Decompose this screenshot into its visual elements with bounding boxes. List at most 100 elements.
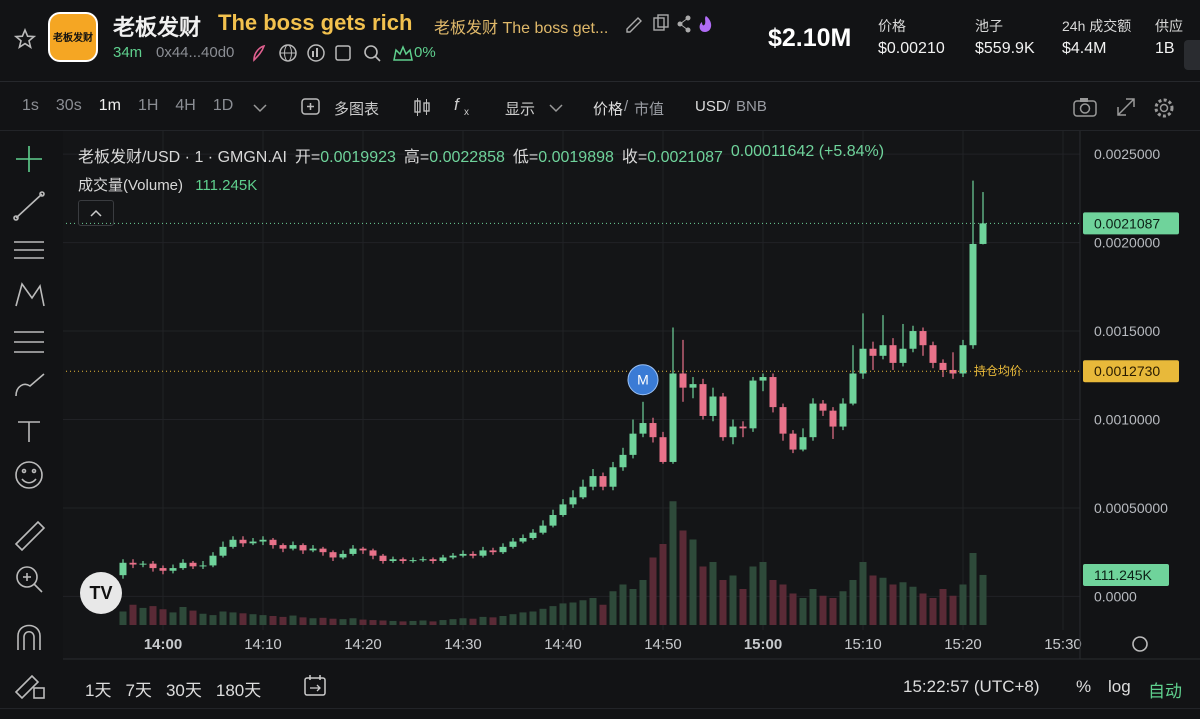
volume-bar [519,612,527,625]
mcap-toggle[interactable]: 市值 [634,101,665,118]
usd-toggle[interactable]: USD [695,98,727,115]
candle-body [589,476,597,487]
candle-body [609,467,617,487]
candle-body [649,423,657,438]
candle-body [159,568,167,571]
candle-body [969,243,977,346]
volume-bar [239,613,247,625]
candle-body [379,555,387,562]
volume-bar [209,615,217,625]
token-address[interactable]: 0x44...40d0 [156,44,235,61]
interval-option[interactable]: 1s [22,97,39,114]
interval-option[interactable]: 1m [98,97,121,114]
range-option[interactable]: 1天 [85,681,112,700]
range-option[interactable]: 30天 [165,681,202,700]
candle-body [769,377,777,408]
stat-value: $559.9K [975,40,1035,57]
trade-marker [627,364,659,396]
axis-settings [1132,636,1148,652]
volume-bar [979,574,987,625]
volume-bar [299,617,307,625]
chart-title: 老板发财/USD · 1 · GMGN.AI [78,149,287,166]
candle-body [309,548,317,551]
volume-bar [129,604,137,625]
candle-body [119,562,127,576]
divider [0,130,1200,131]
token-links[interactable] [248,42,418,64]
x-tick-label: 15:30 [1044,636,1082,653]
volume-bar [269,616,277,625]
bnb-toggle[interactable]: BNB [736,98,767,115]
svg-text:f: f [454,95,461,114]
add-icon[interactable] [300,97,322,117]
candle-body [629,433,637,455]
display-menu[interactable]: 显示 [505,101,536,118]
candle-body [959,345,967,374]
chart-actions[interactable] [1072,95,1182,121]
range-option[interactable]: 7天 [125,681,152,700]
collapse-legend[interactable] [78,200,114,226]
volume-bar [959,584,967,625]
stat-label: 24h 成交额 [1062,18,1132,34]
candle-body [329,552,337,558]
logo-text: 老板发财 [53,33,93,44]
candle-type-icon[interactable] [410,96,434,118]
y-tick-label: 0.0020000 [1094,235,1160,251]
x-tick-label: 14:20 [344,636,382,653]
volume-bar [949,595,957,625]
percent-toggle[interactable]: % [1076,677,1092,696]
header-actions[interactable] [624,12,716,34]
dropdown-icon[interactable] [250,98,270,118]
candle-body [679,373,687,388]
log-toggle[interactable]: log [1108,677,1131,696]
candle-body [139,563,147,565]
favorite-star[interactable] [14,28,36,50]
token-name: 老板发财 [113,15,202,40]
candle-body [479,550,487,556]
volume-bar [189,610,197,625]
token-age: 34m [113,44,143,61]
interval-option[interactable]: 1D [212,97,234,114]
scroll-button[interactable] [1184,40,1200,70]
candle-body [229,539,237,547]
volume-bar [179,607,187,625]
candle-body [729,426,737,438]
market-cap: $2.10M [768,24,852,52]
y-tick-label: 0.0025000 [1094,146,1160,162]
candle-body [979,223,987,244]
auto-toggle[interactable]: 自动 [1148,682,1182,701]
volume-bar [219,611,227,625]
candle-body [519,538,527,542]
separator: / [726,98,731,115]
volume-bar [369,620,377,625]
date-range-icon[interactable] [302,673,328,699]
volume-bar [229,612,237,625]
tradingview-logo[interactable]: TV [80,572,122,614]
candle-body [459,553,467,556]
ohlc-item: 开=0.0019923 [295,143,396,167]
candle-body [509,541,517,547]
y-tick-label: 0.00050000 [1094,500,1168,516]
candle-body [409,560,417,562]
candle-body [259,539,267,542]
volume-bar [169,612,177,625]
candle-body [419,559,427,561]
price-toggle[interactable]: 价格 [593,101,624,118]
candle-body [239,539,247,544]
interval-option[interactable]: 1H [137,97,159,114]
trade-marker-label: M [637,372,649,388]
range-option[interactable]: 180天 [215,681,262,700]
candle-body [759,377,767,381]
volume-bar [249,614,257,625]
volume-bar [539,608,547,625]
volume-bar [559,603,567,625]
volume-bar [389,620,397,625]
candle-body [539,525,547,533]
interval-option[interactable]: 30s [55,97,82,114]
dropdown-icon[interactable] [546,98,566,118]
multi-chart[interactable]: 多图表 [334,101,380,118]
ohlc-value: 0.0019898 [538,149,614,166]
interval-option[interactable]: 4H [175,97,196,114]
drawing-tools[interactable] [10,140,50,700]
